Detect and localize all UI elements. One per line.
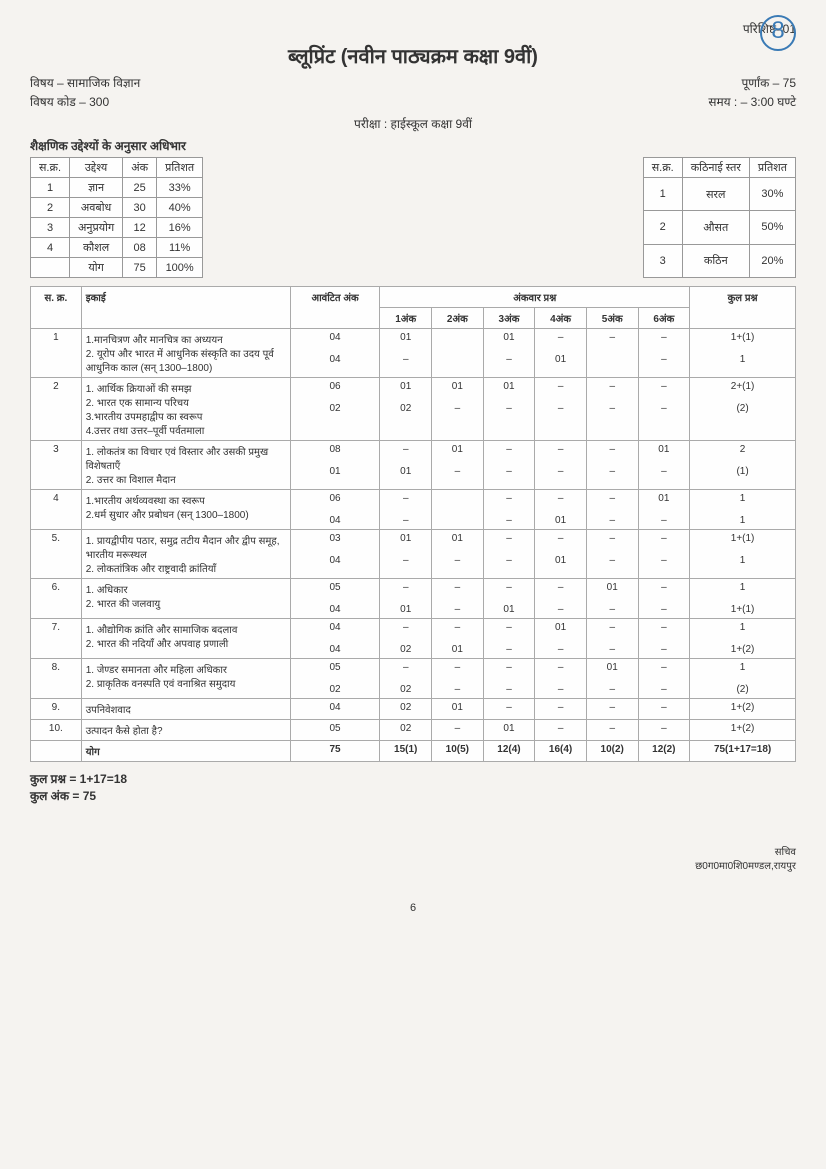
col-markwise: अंकवार प्रश्न bbox=[380, 287, 690, 308]
table-row: 9.उपनिवेशवाद040201––––1+(2) bbox=[31, 699, 796, 720]
table-row: 10.उत्पादन कैसे होता है?0502–01–––1+(2) bbox=[31, 720, 796, 741]
col-sn: स. क्र. bbox=[31, 287, 82, 329]
full-marks-label: पूर्णांक – 75 bbox=[741, 74, 796, 91]
table-row: 1सरल30% bbox=[643, 178, 795, 211]
table-row: 41.भारतीय अर्थव्यवस्था का स्वरूप2.धर्म स… bbox=[31, 490, 796, 530]
page-title: ब्लूप्रिंट (नवीन पाठ्यक्रम कक्षा 9वीं) bbox=[30, 42, 796, 69]
section-title: शैक्षणिक उद्देश्यों के अनुसार अधिभार bbox=[30, 137, 796, 154]
subject-label: विषय – सामाजिक विज्ञान bbox=[30, 74, 140, 91]
table-row: 2अवबोध3040% bbox=[31, 198, 203, 218]
mark-column-header: 3अंक bbox=[483, 308, 535, 329]
col-unit: इकाई bbox=[81, 287, 290, 329]
col-total: कुल प्रश्न bbox=[690, 287, 796, 329]
table-row: 2औसत50% bbox=[643, 211, 795, 244]
table-row: 11.मानचित्रण और मानचित्र का अध्ययन2. यूर… bbox=[31, 329, 796, 378]
footer-total-marks: कुल अंक = 75 bbox=[30, 787, 796, 804]
table-header: उद्देश्य bbox=[70, 158, 123, 178]
page-number: 6 bbox=[30, 902, 796, 914]
mark-column-header: 4अंक bbox=[535, 308, 587, 329]
table-row: 21. आर्थिक क्रियाओं की समझ2. भारत एक साम… bbox=[31, 378, 796, 441]
table-row: 3अनुप्रयोग1216% bbox=[31, 218, 203, 238]
difficulty-table: स.क्र.कठिनाई स्तरप्रतिशत 1सरल30%2औसत50%3… bbox=[643, 157, 796, 278]
table-header: स.क्र. bbox=[31, 158, 70, 178]
mark-column-header: 2अंक bbox=[432, 308, 484, 329]
corner-mark: 8 bbox=[760, 15, 796, 51]
table-row: 5.1. प्रायद्वीपीय पठार, समुद्र तटीय मैदा… bbox=[31, 530, 796, 579]
mark-column-header: 6अंक bbox=[638, 308, 690, 329]
table-row: 3कठिन20% bbox=[643, 244, 795, 277]
table-header: अंक bbox=[123, 158, 157, 178]
table-row: 4कौशल0811% bbox=[31, 238, 203, 258]
subject-code-label: विषय कोड – 300 bbox=[30, 93, 109, 110]
exam-line: परीक्षा : हाईस्कूल कक्षा 9वीं bbox=[30, 115, 796, 132]
table-header: स.क्र. bbox=[643, 158, 682, 178]
objective-table: स.क्र.उद्देश्यअंकप्रतिशत 1ज्ञान2533%2अवब… bbox=[30, 157, 203, 278]
table-header: कठिनाई स्तर bbox=[682, 158, 749, 178]
table-row: 7.1. औद्योगिक क्रांति और सामाजिक बदलाव2.… bbox=[31, 619, 796, 659]
table-row: योग75100% bbox=[31, 258, 203, 278]
mark-column-header: 1अंक bbox=[380, 308, 432, 329]
main-blueprint-table: स. क्र. इकाई आवंटित अंक अंकवार प्रश्न कु… bbox=[30, 286, 796, 762]
signature-org: छ0ग0मा0शि0मण्डल,रायपुर bbox=[30, 858, 796, 872]
table-header: प्रतिशत bbox=[157, 158, 203, 178]
appendix-label: परिशिष्ट–01 bbox=[30, 20, 796, 37]
footer-total-questions: कुल प्रश्न = 1+17=18 bbox=[30, 770, 796, 787]
table-row: 8.1. जेण्डर समानता और महिला अधिकार2. प्र… bbox=[31, 659, 796, 699]
col-marks: आवंटित अंक bbox=[290, 287, 380, 329]
time-label: समय : – 3:00 घण्टे bbox=[708, 93, 796, 110]
table-row: 6.1. अधिकार2. भारत की जलवायु0504–01–––01… bbox=[31, 579, 796, 619]
table-header: प्रतिशत bbox=[749, 158, 795, 178]
table-row: 31. लोकतंत्र का विचार एवं विस्तार और उसक… bbox=[31, 441, 796, 490]
total-row: योग7515(1)10(5)12(4)16(4)10(2)12(2)75(1+… bbox=[31, 741, 796, 762]
mark-column-header: 5अंक bbox=[586, 308, 638, 329]
signature-title: सचिव bbox=[30, 844, 796, 858]
table-row: 1ज्ञान2533% bbox=[31, 178, 203, 198]
